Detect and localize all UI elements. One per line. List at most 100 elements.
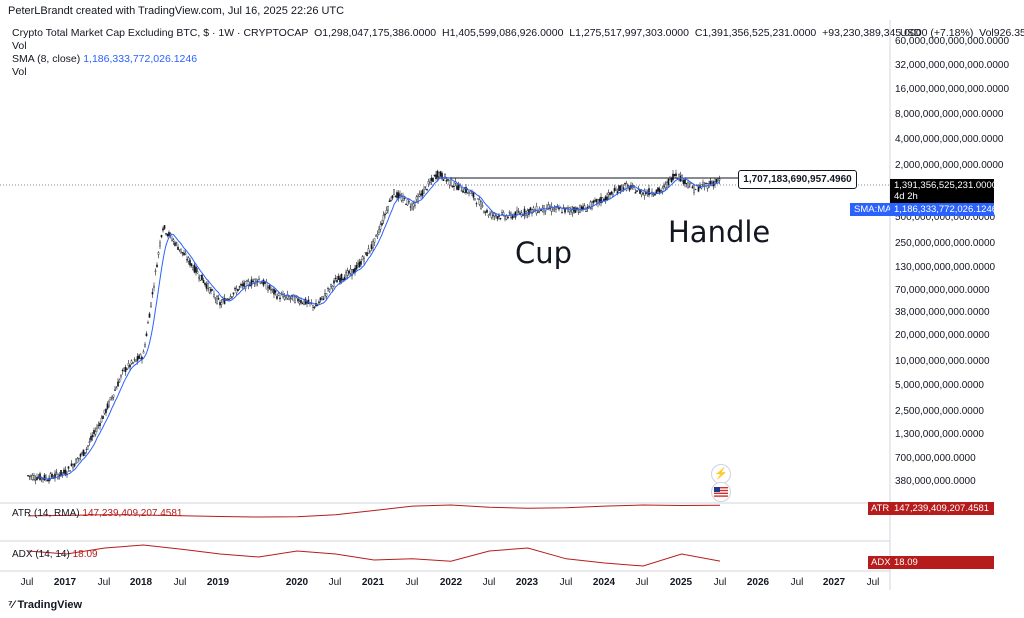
candle-body: [111, 396, 113, 400]
candle-body: [442, 179, 445, 182]
candle-body: [664, 184, 667, 188]
candle-body: [49, 473, 52, 479]
candle-body: [325, 293, 328, 297]
candle-body: [682, 180, 685, 184]
candle-body: [102, 416, 104, 419]
candle-body: [418, 194, 421, 197]
resistance-callout[interactable]: 1,707,183,690,957.4960: [738, 170, 857, 189]
candle-body: [129, 364, 131, 368]
sma-row[interactable]: SMA (8, close) 1,186,333,772,026.1246: [12, 53, 1024, 66]
handle-annotation[interactable]: Handle: [668, 215, 771, 249]
candle-body: [244, 281, 247, 289]
candle-body: [79, 454, 82, 457]
candle-body: [352, 269, 355, 274]
candle-body: [474, 198, 476, 200]
cup-annotation[interactable]: Cup: [515, 236, 573, 270]
candle-body: [279, 297, 281, 300]
x-tick-label: Jul: [635, 577, 649, 588]
candle-body: [438, 172, 440, 177]
candle-body: [492, 215, 494, 217]
candle-body: [333, 280, 335, 284]
candle-body: [387, 206, 389, 211]
adx-axis-label: ADX: [868, 556, 894, 569]
candle-body: [36, 477, 38, 481]
atr-legend[interactable]: ATR (14, RMA) 147,239,409,207.4581: [12, 508, 183, 519]
candle-body: [222, 299, 224, 301]
symbol-row[interactable]: Crypto Total Market Cap Excluding BTC, $…: [12, 27, 1024, 40]
candle-body: [489, 213, 491, 215]
candle-body: [136, 356, 139, 361]
candle-body: [343, 277, 346, 281]
candle-body: [205, 284, 208, 289]
candle-body: [457, 184, 460, 191]
candle-body: [585, 210, 587, 212]
x-tick-label: Jul: [713, 577, 727, 588]
candle-body: [384, 213, 386, 216]
candle-body: [516, 210, 518, 215]
x-tick-label: 2026: [746, 577, 770, 588]
vol-row-2[interactable]: Vol: [12, 66, 27, 78]
candle-body: [447, 179, 449, 181]
candle-body: [330, 283, 332, 287]
candle-body: [378, 229, 380, 233]
candle-body: [130, 360, 133, 364]
vol-row-1[interactable]: Vol: [12, 40, 27, 52]
candle-body: [156, 264, 158, 268]
candle-body: [661, 187, 664, 192]
x-tick-label: 2020: [285, 577, 309, 588]
candle-body: [198, 277, 200, 279]
us-flag-icon[interactable]: [711, 482, 731, 502]
candle-body: [435, 174, 437, 180]
candle-body: [436, 170, 439, 178]
candle-body: [697, 186, 700, 192]
candle-body: [498, 215, 500, 217]
candle-body: [610, 191, 613, 195]
candle-body: [589, 201, 592, 209]
candle-body: [127, 363, 130, 366]
candle-body: [213, 293, 215, 298]
candle-body: [693, 184, 695, 193]
y-tick-label: 70,000,000,000.0000: [895, 285, 990, 296]
candle-body: [148, 313, 151, 318]
candle-body: [451, 185, 454, 188]
candle-body: [87, 445, 89, 447]
candle-body: [186, 259, 188, 261]
tradingview-logo[interactable]: ⁷⁄ TradingView: [8, 599, 82, 611]
candle-body: [109, 397, 112, 400]
candle-body: [555, 206, 557, 211]
candle-body: [73, 463, 76, 467]
candle-body: [621, 185, 623, 191]
lightning-icon[interactable]: ⚡: [711, 464, 731, 484]
candle-body: [544, 210, 547, 212]
candle-body: [391, 195, 394, 199]
x-tick-label: Jul: [790, 577, 804, 588]
candle-body: [529, 207, 532, 211]
candle-body: [171, 238, 173, 241]
candle-body: [486, 209, 488, 213]
candle-body: [138, 355, 140, 360]
candle-body: [82, 449, 85, 457]
tradingview-logo-icon: ⁷⁄: [8, 599, 15, 611]
candle-body: [108, 400, 110, 407]
candle-body: [177, 246, 179, 250]
candle-body: [345, 272, 347, 279]
candle-body: [426, 188, 428, 191]
currency-label[interactable]: USD: [900, 28, 922, 39]
candle-body: [652, 193, 655, 196]
x-tick-label: 2021: [361, 577, 385, 588]
candle-body: [624, 182, 626, 184]
candle-body: [537, 211, 539, 213]
candle-body: [462, 190, 464, 193]
candle-body: [96, 426, 98, 430]
candle-body: [160, 235, 163, 238]
candle-body: [115, 387, 118, 390]
y-tick-label: 500,000,000,000.0000: [895, 212, 996, 223]
y-tick-label: 700,000,000.0000: [895, 453, 976, 464]
candle-body: [373, 238, 376, 243]
candle-body: [31, 474, 34, 480]
sma-axis-value: 1,186,333,772,026.1246: [890, 203, 997, 216]
adx-legend[interactable]: ADX (14, 14) 18.09: [12, 549, 98, 560]
candle-body: [124, 367, 127, 372]
candle-body: [351, 269, 353, 276]
